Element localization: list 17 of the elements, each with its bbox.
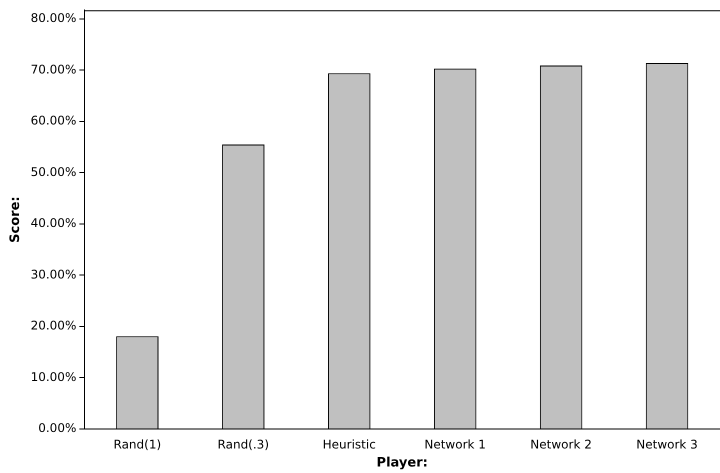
y-tick-label: 10.00%: [30, 370, 76, 384]
y-tick-label: 60.00%: [30, 114, 76, 128]
x-tick-label: Network 3: [636, 437, 698, 452]
x-tick-label: Rand(.3): [218, 437, 269, 452]
y-tick-label: 20.00%: [30, 318, 76, 333]
y-axis-title: Score:: [8, 196, 24, 243]
y-tick-label: 80.00%: [30, 11, 76, 26]
y-tick-label: 0.00%: [38, 421, 76, 436]
y-tick-label: 70.00%: [30, 62, 76, 76]
x-tick-label: Network 2: [530, 437, 592, 452]
y-tick-label: 40.00%: [30, 216, 76, 230]
x-tick-label: Heuristic: [322, 437, 376, 452]
x-tick-label: Rand(1): [114, 437, 162, 452]
y-tick-label: 50.00%: [30, 164, 76, 179]
x-tick-label: Network 1: [424, 437, 486, 452]
y-tick-label: 30.00%: [30, 267, 76, 282]
x-axis-title: Player:: [376, 456, 428, 471]
